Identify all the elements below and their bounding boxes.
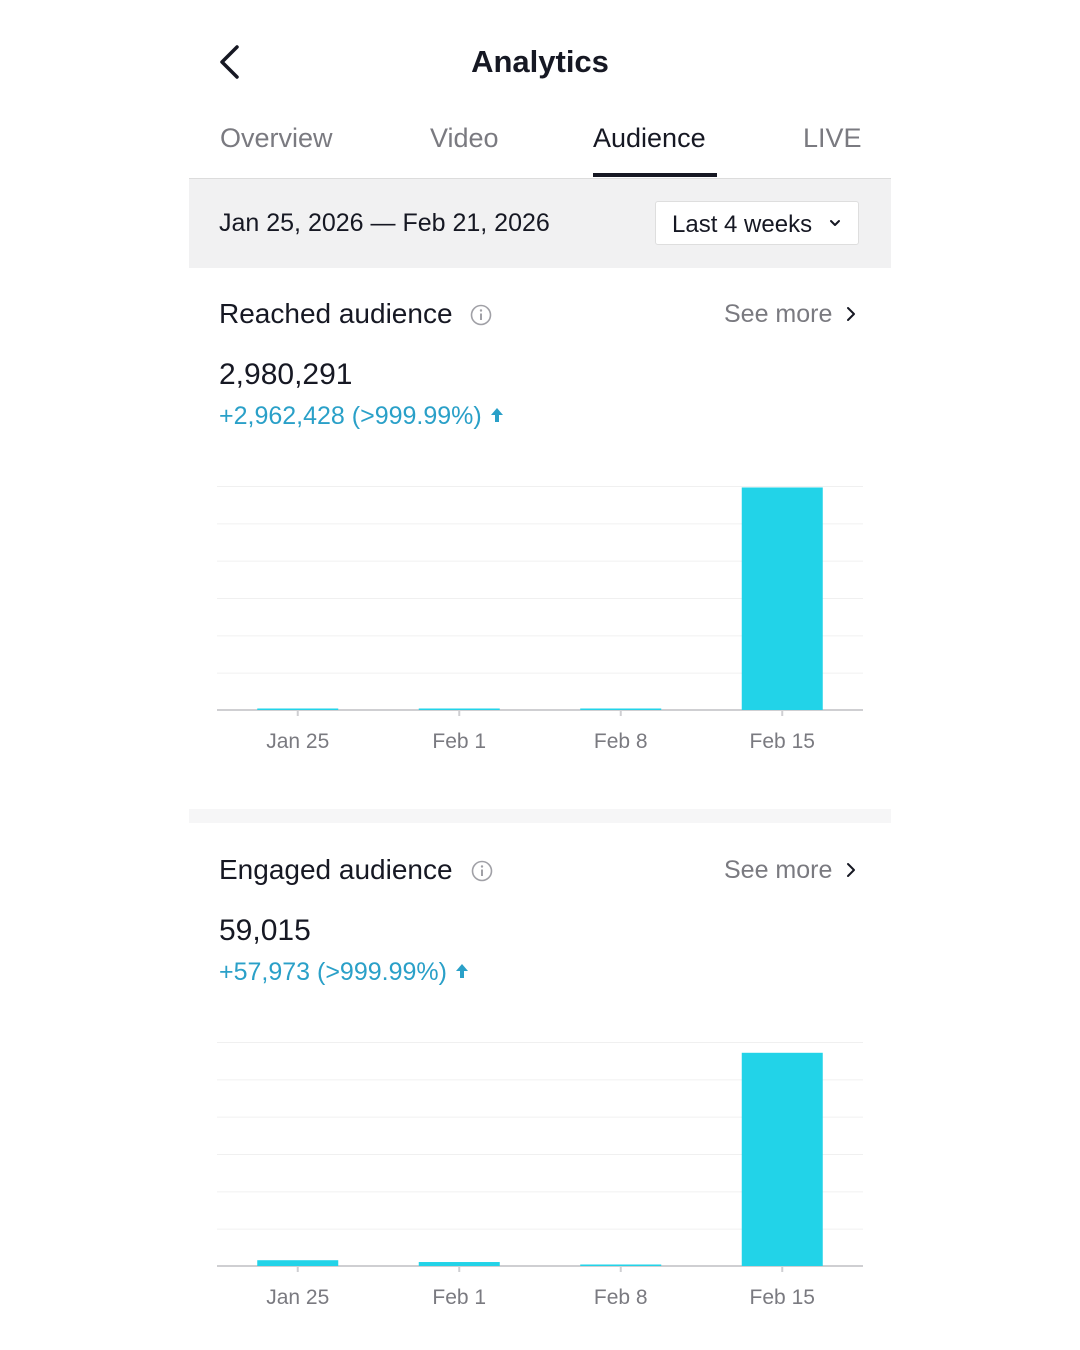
x-tick-label: Feb 1 bbox=[432, 730, 486, 753]
info-icon[interactable] bbox=[470, 304, 492, 326]
date-range: Jan 25, 2026 — Feb 21, 2026 bbox=[219, 209, 550, 237]
total-value: 59,015 bbox=[219, 914, 311, 947]
x-tick-label: Jan 25 bbox=[266, 1286, 329, 1309]
x-tick-label: Feb 15 bbox=[750, 730, 815, 753]
bar bbox=[580, 1264, 662, 1266]
bar bbox=[257, 708, 339, 710]
section-divider bbox=[189, 809, 891, 823]
arrow-up-icon bbox=[455, 964, 468, 978]
change-text: +57,973 (>999.99%) bbox=[219, 958, 447, 986]
bar bbox=[580, 708, 662, 710]
see-more-link[interactable]: See more bbox=[724, 300, 833, 328]
change-value: +2,962,428 (>999.99%) bbox=[219, 402, 504, 431]
x-tick-label: Feb 15 bbox=[750, 1286, 815, 1309]
total-value: 2,980,291 bbox=[219, 358, 353, 391]
tab-live[interactable]: LIVE bbox=[803, 123, 862, 153]
reached-audience-chart: Jan 25 Feb 1 Feb 8 Feb 15 bbox=[217, 486, 863, 753]
bar bbox=[418, 1262, 500, 1266]
period-label: Last 4 weeks bbox=[672, 211, 813, 238]
bar bbox=[741, 487, 823, 710]
bar bbox=[741, 1052, 823, 1266]
header: Analytics bbox=[189, 0, 891, 120]
x-tick-label: Jan 25 bbox=[266, 730, 329, 753]
change-text: +2,962,428 (>999.99%) bbox=[219, 402, 482, 430]
change-value: +57,973 (>999.99%) bbox=[219, 958, 469, 987]
reached-audience-section: Reached audience See more 2,980,291 +2,9… bbox=[189, 298, 891, 788]
info-icon[interactable] bbox=[471, 860, 493, 882]
x-tick-label: Feb 1 bbox=[432, 1286, 486, 1309]
back-button[interactable] bbox=[211, 40, 251, 84]
engaged-audience-chart: Jan 25 Feb 1 Feb 8 Feb 15 bbox=[217, 1042, 863, 1309]
engaged-audience-section: Engaged audience See more 59,015 +57,973… bbox=[189, 854, 891, 1344]
period-dropdown[interactable]: Last 4 weeks bbox=[655, 201, 859, 245]
x-tick-label: Feb 8 bbox=[594, 1286, 648, 1309]
analytics-screen: Analytics Overview Video Audience LIVE J… bbox=[189, 0, 891, 1350]
see-more-link[interactable]: See more bbox=[724, 856, 833, 884]
tab-audience[interactable]: Audience bbox=[593, 123, 706, 153]
bar bbox=[257, 1260, 339, 1266]
chevron-right-icon bbox=[847, 863, 855, 877]
x-tick-label: Feb 8 bbox=[594, 730, 648, 753]
tab-bar: Overview Video Audience LIVE bbox=[189, 118, 891, 179]
section-title: Reached audience bbox=[219, 298, 453, 329]
bar bbox=[418, 708, 500, 710]
tab-overview[interactable]: Overview bbox=[220, 123, 333, 153]
back-arrow-icon bbox=[220, 45, 239, 79]
page-title: Analytics bbox=[471, 44, 609, 79]
arrow-up-icon bbox=[490, 408, 503, 422]
chevron-right-icon bbox=[847, 307, 855, 321]
date-filter-bar: Jan 25, 2026 — Feb 21, 2026 Last 4 weeks bbox=[189, 179, 891, 268]
chevron-down-icon bbox=[830, 220, 840, 226]
active-tab-indicator bbox=[593, 173, 717, 177]
tab-video[interactable]: Video bbox=[430, 123, 499, 153]
section-title: Engaged audience bbox=[219, 854, 453, 885]
